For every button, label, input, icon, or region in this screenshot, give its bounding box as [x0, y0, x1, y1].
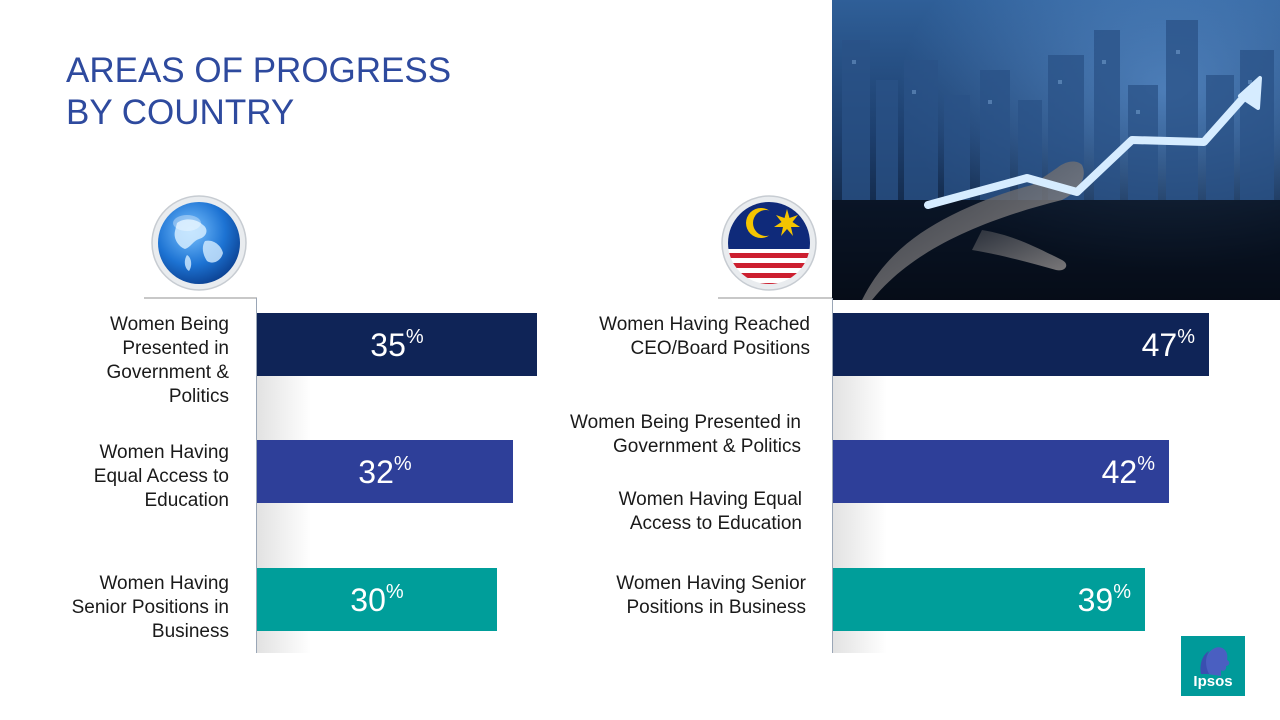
right-bar-ceo-board-value: 47	[1141, 326, 1178, 363]
right-bar-business-value: 39	[1077, 581, 1114, 618]
right-label-ceo-board: Women Having Reached CEO/Board Positions	[599, 314, 810, 359]
globe-icon	[151, 195, 247, 291]
right-bar-ceo-board: 47%	[833, 313, 1209, 376]
left-bar-government-value: 35	[370, 326, 406, 363]
left-chart-axis	[256, 298, 257, 653]
right-bar-second-value: 42	[1101, 453, 1138, 490]
right-bar-business: 39%	[833, 568, 1145, 631]
left-bar-government: 35%	[257, 313, 537, 376]
left-bar-education: 32%	[257, 440, 513, 503]
city-growth-arrow-photo	[832, 0, 1280, 300]
title-line-2: BY COUNTRY	[66, 93, 295, 132]
left-bar-education-unit: %	[393, 452, 412, 475]
right-bar-second: 42%	[833, 440, 1169, 503]
left-bar-education-value: 32	[358, 453, 394, 490]
ipsos-logo-text: Ipsos	[1193, 673, 1233, 690]
left-label-government: Women Being Presented in Government & Po…	[106, 314, 230, 407]
right-bar-ceo-board-unit: %	[1177, 325, 1195, 348]
left-bar-business-value: 30	[350, 581, 386, 618]
ipsos-logo: Ipsos	[1181, 636, 1245, 696]
left-bar-government-unit: %	[405, 325, 424, 348]
right-bar-second-unit: %	[1137, 452, 1155, 475]
left-label-education: Women Having Equal Access to Education	[93, 442, 229, 511]
left-label-business: Women Having Senior Positions in Busines…	[71, 573, 229, 642]
right-label-government: Women Being Presented in Government & Po…	[570, 412, 801, 457]
right-label-education: Women Having Equal Access to Education	[618, 489, 802, 534]
right-bar-business-unit: %	[1113, 580, 1131, 603]
left-bar-business: 30%	[257, 568, 497, 631]
page-title: AREAS OF PROGRESS BY COUNTRY	[66, 50, 451, 134]
left-chart-top-rule	[144, 297, 257, 299]
title-line-1: AREAS OF PROGRESS	[66, 51, 452, 90]
malaysia-flag-icon	[721, 195, 817, 291]
left-bar-business-unit: %	[385, 580, 404, 603]
right-chart-axis	[832, 298, 833, 653]
right-chart-top-rule	[718, 297, 832, 299]
right-label-business: Women Having Senior Positions in Busines…	[616, 573, 806, 618]
